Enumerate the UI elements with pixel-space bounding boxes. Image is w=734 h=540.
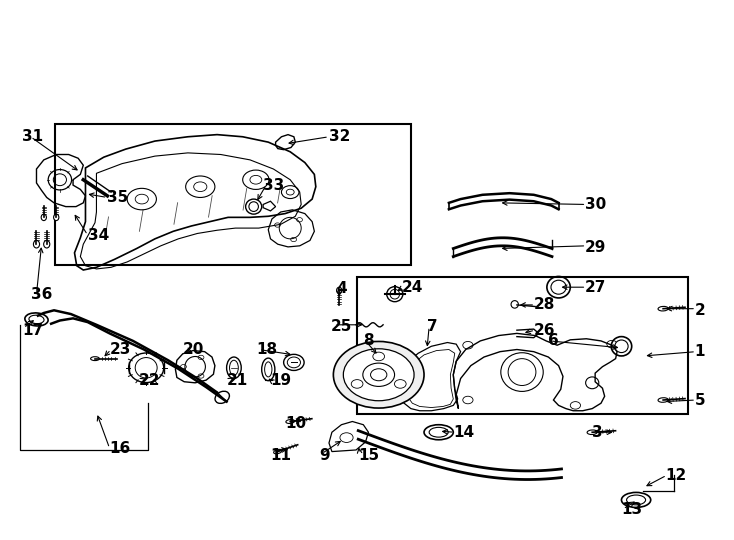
Ellipse shape xyxy=(287,357,300,368)
Text: 14: 14 xyxy=(454,425,474,440)
Text: 19: 19 xyxy=(270,373,291,388)
Text: 12: 12 xyxy=(665,468,686,483)
Text: 20: 20 xyxy=(183,342,204,357)
Bar xyxy=(55,124,411,265)
Text: 21: 21 xyxy=(227,373,248,388)
Ellipse shape xyxy=(551,280,566,294)
Text: 33: 33 xyxy=(264,178,284,193)
Text: 6: 6 xyxy=(548,333,559,348)
Text: 25: 25 xyxy=(330,319,352,334)
Ellipse shape xyxy=(43,240,50,248)
Ellipse shape xyxy=(29,315,44,323)
Bar xyxy=(357,277,688,414)
Text: 16: 16 xyxy=(109,441,131,456)
Text: 22: 22 xyxy=(139,373,160,388)
Ellipse shape xyxy=(215,392,230,403)
Text: 9: 9 xyxy=(319,448,330,463)
Ellipse shape xyxy=(658,398,668,402)
Text: 31: 31 xyxy=(22,129,43,144)
Text: 24: 24 xyxy=(402,280,424,295)
Text: 29: 29 xyxy=(585,240,606,255)
Circle shape xyxy=(333,341,424,408)
Text: 17: 17 xyxy=(22,323,43,338)
Ellipse shape xyxy=(429,427,448,437)
Text: 7: 7 xyxy=(427,319,437,334)
Text: 4: 4 xyxy=(336,281,347,296)
Ellipse shape xyxy=(337,287,342,294)
Text: 35: 35 xyxy=(107,190,128,205)
Text: 18: 18 xyxy=(256,342,277,357)
Text: 30: 30 xyxy=(585,197,606,212)
Text: 2: 2 xyxy=(694,303,705,318)
Text: 23: 23 xyxy=(109,342,131,357)
Text: 27: 27 xyxy=(585,280,606,295)
Ellipse shape xyxy=(265,362,272,377)
Ellipse shape xyxy=(41,214,46,220)
Ellipse shape xyxy=(627,495,646,505)
Ellipse shape xyxy=(230,360,239,375)
Ellipse shape xyxy=(587,430,597,435)
Ellipse shape xyxy=(54,214,59,220)
Text: 36: 36 xyxy=(31,287,52,302)
Text: 3: 3 xyxy=(592,425,603,440)
Text: 13: 13 xyxy=(622,502,642,517)
Text: 26: 26 xyxy=(534,323,555,338)
Text: 10: 10 xyxy=(285,416,306,430)
Ellipse shape xyxy=(658,306,668,311)
Ellipse shape xyxy=(390,289,399,299)
Ellipse shape xyxy=(34,240,40,248)
Text: 11: 11 xyxy=(270,448,291,463)
Ellipse shape xyxy=(249,202,258,212)
Text: 15: 15 xyxy=(358,448,379,463)
Circle shape xyxy=(344,349,414,401)
Ellipse shape xyxy=(274,449,282,454)
Ellipse shape xyxy=(615,340,628,353)
Text: 28: 28 xyxy=(534,298,555,313)
Text: 34: 34 xyxy=(87,227,109,242)
Ellipse shape xyxy=(286,420,294,423)
Ellipse shape xyxy=(90,357,99,361)
Text: 5: 5 xyxy=(694,393,705,408)
Text: 32: 32 xyxy=(329,129,350,144)
Text: 1: 1 xyxy=(694,344,705,359)
Text: 8: 8 xyxy=(363,333,374,348)
